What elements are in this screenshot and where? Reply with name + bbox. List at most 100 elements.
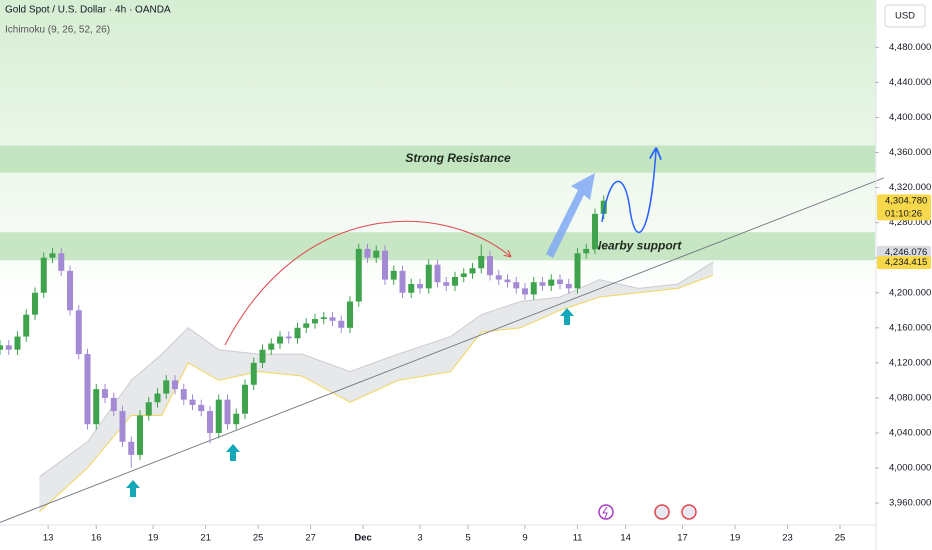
x-tick-label: 25 <box>253 533 264 544</box>
candle-body <box>67 270 73 311</box>
candle-body <box>32 292 38 315</box>
candle-body <box>443 282 450 286</box>
candle-body <box>75 310 82 355</box>
y-tick-label: 4,160.000 <box>889 322 931 333</box>
candle-body <box>198 404 205 412</box>
y-tick-label: 4,480.000 <box>889 42 931 53</box>
candle-body <box>417 283 423 289</box>
candle-body <box>460 273 467 277</box>
candle-body <box>119 411 126 442</box>
x-tick-label: 21 <box>200 533 211 544</box>
price-tag-countdown: 01:10:26 <box>885 208 922 219</box>
candle-body <box>583 248 590 254</box>
price-tag <box>877 245 931 259</box>
y-tick-label: 4,280.000 <box>889 217 931 228</box>
projection-path <box>601 150 656 234</box>
candle-body <box>469 268 476 274</box>
currency-button[interactable] <box>884 4 926 28</box>
trendline <box>0 177 884 523</box>
candle-body <box>163 380 170 394</box>
candle-body <box>250 362 257 385</box>
candle-body <box>110 397 117 412</box>
currency[interactable]: USD <box>895 11 915 22</box>
y-tick-label: 4,120.000 <box>889 357 931 368</box>
candle-body <box>154 393 161 403</box>
candle-body <box>574 253 581 289</box>
x-tick-label: 16 <box>91 533 102 544</box>
candle-body <box>137 415 143 455</box>
candle-body <box>539 282 546 286</box>
candle-body <box>390 270 397 280</box>
candle-body <box>58 253 65 271</box>
cloud-lower <box>39 274 714 513</box>
y-tick-label: 4,400.000 <box>889 112 931 123</box>
candle-body <box>495 275 502 280</box>
x-tick-label: 13 <box>43 533 54 544</box>
price-tag <box>877 194 931 221</box>
x-tick-label: 25 <box>835 533 846 544</box>
y-tick-label: 4,000.000 <box>889 463 931 474</box>
y-tick-label: 4,360.000 <box>889 147 931 158</box>
x-tick-label: 27 <box>305 533 316 544</box>
candle-body <box>268 343 275 350</box>
plot: Strong Resistance Nearby support <box>0 145 884 523</box>
candle-body <box>128 441 135 455</box>
candle-body <box>452 276 458 286</box>
candle-body <box>600 200 607 214</box>
signal-arrows <box>126 308 574 497</box>
candle-body <box>364 248 371 258</box>
candle-body <box>513 282 520 289</box>
price-tag-label: 4,246.076 <box>885 247 927 258</box>
x-tick-label: 19 <box>148 533 159 544</box>
candle-body <box>84 354 91 425</box>
candle-body <box>399 270 406 293</box>
zone <box>0 145 875 173</box>
candle-body <box>259 349 266 363</box>
candle-body <box>530 282 537 295</box>
y-tick-label: 4,320.000 <box>889 182 931 193</box>
candle-body <box>329 317 336 321</box>
arc-arrow <box>224 220 510 346</box>
cloud-fill <box>39 262 714 512</box>
y-tick-label: 4,040.000 <box>889 427 931 438</box>
candle-body <box>303 323 310 328</box>
candle-body <box>189 399 196 405</box>
candle-body <box>40 257 47 293</box>
x-tick-label: 23 <box>782 533 793 544</box>
candle-body <box>14 336 21 350</box>
y-tick-label: 4,080.000 <box>889 392 931 403</box>
candle-body <box>408 283 415 293</box>
y-tick-label: 4,200.000 <box>889 287 931 298</box>
x-tick-label: 9 <box>522 533 527 544</box>
x-tick-label: 14 <box>620 533 631 544</box>
projection-arrow <box>546 173 595 258</box>
y-tick-label: 3,960.000 <box>889 498 931 509</box>
chart-subtitle: Ichimoku (9, 26, 52, 26) <box>5 25 110 36</box>
candle-body <box>522 288 528 295</box>
candle-body <box>294 327 301 339</box>
x-tick-label: Dec <box>354 533 371 544</box>
candle-body <box>102 389 108 398</box>
zone-label: Strong Resistance <box>405 151 511 165</box>
candle-body <box>478 255 485 269</box>
candle-body <box>207 411 213 433</box>
x-tick-label: 17 <box>677 533 688 544</box>
candle-body <box>565 283 572 289</box>
candle-body <box>487 255 493 276</box>
candle-body <box>23 314 30 337</box>
event-icons <box>598 504 697 520</box>
x-tick-label: 11 <box>573 533 583 544</box>
price-tag-label: 4,304.780 <box>885 195 927 206</box>
x-tick-label: 19 <box>730 533 741 544</box>
candle-body <box>0 345 3 350</box>
candle-body <box>145 402 152 416</box>
candle-body <box>557 279 563 284</box>
candle-body <box>373 250 380 258</box>
candle-body <box>320 317 327 320</box>
x-tick-label: 5 <box>465 533 470 544</box>
candle-body <box>347 301 353 328</box>
candle-body <box>93 389 100 425</box>
candle-body <box>49 253 56 258</box>
candle-body <box>382 250 388 280</box>
